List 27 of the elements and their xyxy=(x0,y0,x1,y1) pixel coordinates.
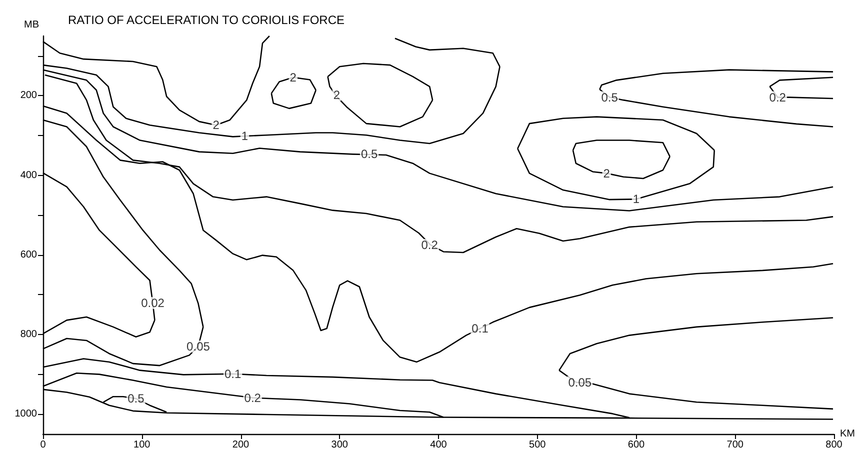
annotation: 1 xyxy=(241,128,248,143)
x-tick-label: 800 xyxy=(826,440,843,450)
annotation: 2 xyxy=(290,70,297,84)
annotation: 0.05 xyxy=(186,339,210,354)
x-tick-label: 400 xyxy=(430,440,448,450)
annotation: 0.05 xyxy=(568,375,592,390)
x-tick-label: 600 xyxy=(628,440,646,450)
y-axis-title: MB xyxy=(24,20,40,30)
annotation: 2 xyxy=(333,88,340,102)
x-tick-label: 700 xyxy=(726,440,744,450)
annotation: 2 xyxy=(603,166,610,180)
annotation: 0.02 xyxy=(141,296,165,310)
x-tick-label: 300 xyxy=(331,440,348,450)
y-tick-label: 1000 xyxy=(14,408,38,420)
y-tick-label: 200 xyxy=(20,90,38,102)
y-tick-label: 600 xyxy=(20,249,38,260)
x-tick-label: 500 xyxy=(529,440,546,450)
x-tick-label: 200 xyxy=(232,440,250,450)
y-tick-label: 400 xyxy=(20,170,38,181)
y-tick-label: 800 xyxy=(20,329,38,340)
annotation: 1 xyxy=(632,192,640,206)
x-tick-label: 100 xyxy=(134,440,151,450)
annotation: 0.5 xyxy=(360,147,378,162)
x-tick-label: 0 xyxy=(40,440,46,450)
chart-title: RATIO OF ACCELERATION TO CORIOLIS FORCE xyxy=(68,13,344,27)
x-axis-title: KM xyxy=(840,428,855,440)
annotation: 2 xyxy=(212,118,220,132)
